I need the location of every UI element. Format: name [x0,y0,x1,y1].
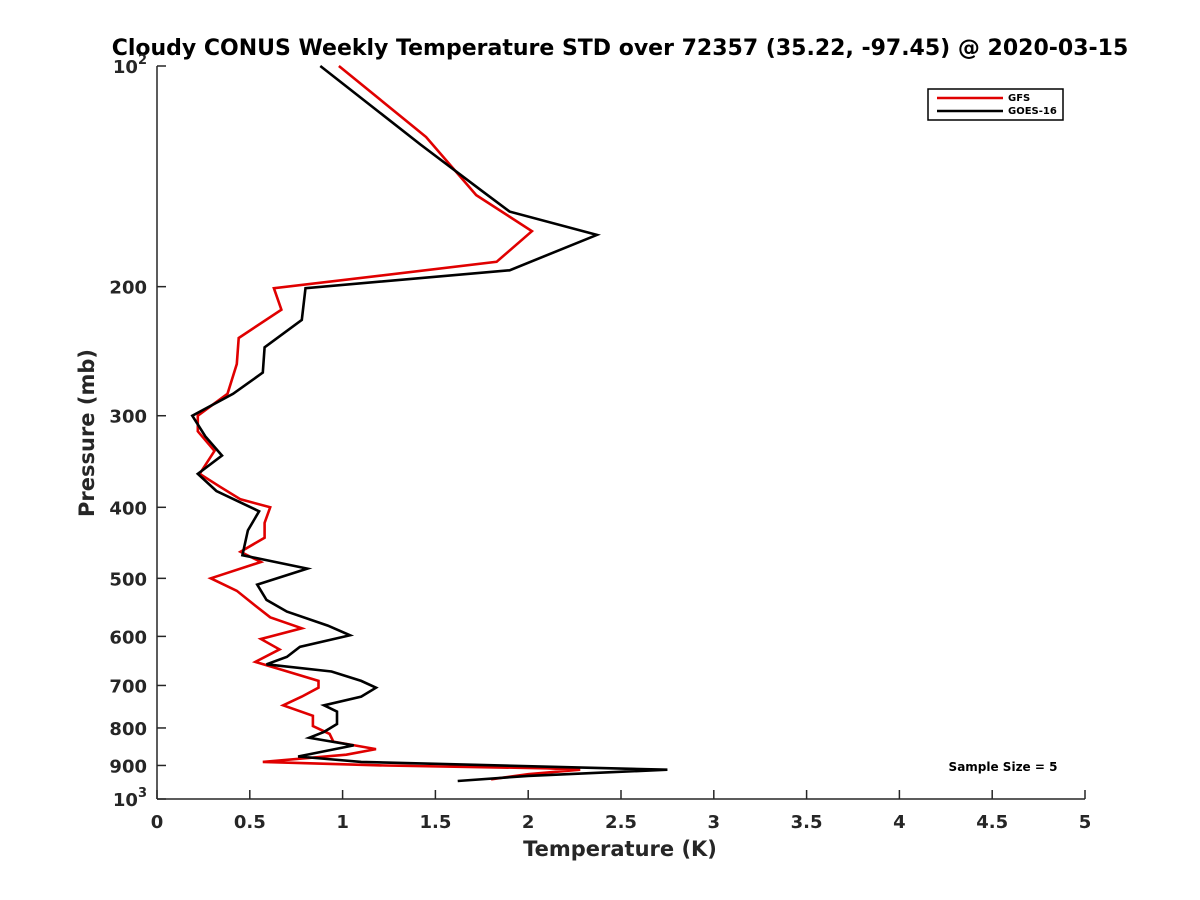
series-layer [190,64,668,783]
x-tick-label: 4.5 [976,812,1008,833]
x-axis-label: Temperature (K) [523,837,717,861]
y-tick-label: 700 [109,676,147,697]
y-tick-label: 500 [109,569,147,590]
x-tick-label: 4 [893,812,906,833]
sample-size-annotation: Sample Size = 5 [949,760,1058,774]
legend-label-gfs: GFS [1008,93,1030,104]
y-tick-label: 102 [113,53,147,78]
series-line-goes-16 [190,64,668,783]
legend: GFS GOES-16 [927,88,1064,121]
x-tick-label: 2 [522,812,535,833]
y-tick-label: 900 [109,756,147,777]
y-axis-label: Pressure (mb) [75,349,99,517]
x-tick-label: 3.5 [791,812,823,833]
y-tick-label: 103 [113,786,147,811]
y-axis-ticks: 102 200 300 400 500 600 700 800 900 103 [109,53,166,811]
series-line-gfs [196,64,581,781]
y-tick-label: 600 [109,627,147,648]
chart-title: Cloudy CONUS Weekly Temperature STD over… [112,36,1129,61]
y-tick-label: 400 [109,498,147,519]
legend-box [927,88,1064,121]
legend-label-goes-16: GOES-16 [1008,106,1057,117]
x-tick-label: 1 [336,812,349,833]
x-tick-label: 3 [708,812,721,833]
x-axis-ticks: 0 0.5 1 1.5 2 2.5 3 3.5 4 4.5 5 [151,790,1092,833]
y-tick-label: 200 [109,278,147,299]
y-tick-label: 300 [109,407,147,428]
x-tick-label: 1.5 [419,812,451,833]
x-tick-label: 0 [151,812,164,833]
x-tick-label: 0.5 [234,812,266,833]
plot-area [156,66,1085,800]
y-tick-label: 800 [109,719,147,740]
x-tick-label: 5 [1079,812,1092,833]
x-tick-label: 2.5 [605,812,637,833]
